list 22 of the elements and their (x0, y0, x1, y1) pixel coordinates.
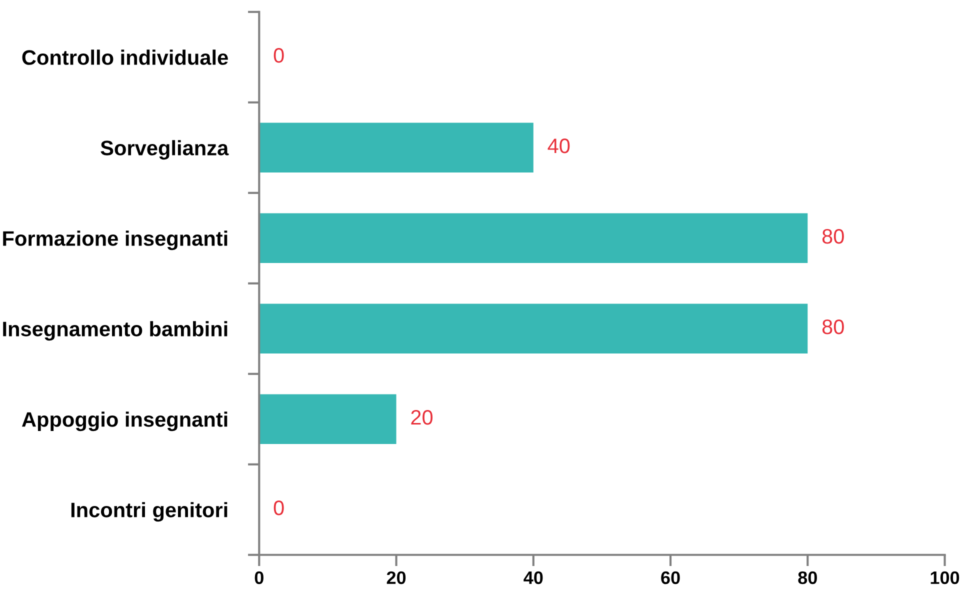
bar (259, 394, 396, 444)
y-tick-label: Insegnamento bambini (3, 321, 228, 341)
bar (259, 213, 808, 264)
data-label: 80 (822, 319, 844, 334)
data-label: 40 (548, 138, 570, 154)
data-label: 0 (274, 500, 284, 516)
x-tick-label: 60 (661, 571, 680, 584)
y-tick-label: Incontri genitori (71, 502, 228, 522)
data-label: 80 (822, 228, 844, 244)
y-tick-label: Controllo individuale (22, 50, 228, 65)
bar (259, 122, 534, 173)
y-tick-label: Sorveglianza (100, 140, 229, 160)
x-tick-label: 80 (798, 571, 817, 584)
data-label: 0 (274, 48, 284, 63)
y-tick-label: Appoggio insegnanti (22, 412, 228, 432)
data-label: 20 (411, 410, 433, 425)
y-tick-label: Formazione insegnanti (3, 230, 228, 250)
x-tick-label: 100 (930, 571, 960, 584)
x-tick-label: 40 (524, 571, 543, 584)
x-tick-label: 0 (254, 571, 264, 584)
bar (259, 304, 808, 354)
x-tick-label: 20 (386, 571, 406, 584)
